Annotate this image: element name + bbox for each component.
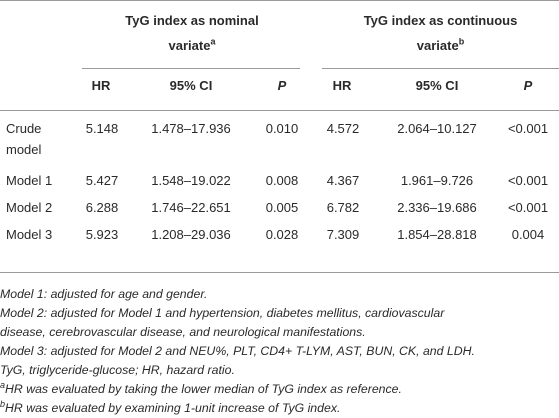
table-cell: 0.005 xyxy=(265,200,299,215)
footnote-abbreviations: TyG, triglyceride-glucose; HR, hazard ra… xyxy=(0,363,235,377)
footnote-a-text: HR was evaluated by taking the lower med… xyxy=(5,382,402,396)
table-cell: 4.572 xyxy=(326,121,360,136)
footnote-marker: a xyxy=(0,379,6,390)
footnote-model3: Model 3: adjusted for Model 2 and NEU%, … xyxy=(0,344,475,358)
table-cell: <0.001 xyxy=(507,200,549,215)
col-header-hr: HR xyxy=(332,78,352,93)
footnote-marker: a xyxy=(210,36,216,47)
table-cell: 0.004 xyxy=(511,227,545,242)
table-cell: 5.923 xyxy=(85,227,119,242)
group-title-line1: TyG index as nominal xyxy=(125,13,259,28)
top-rule xyxy=(0,0,559,1)
group-title-line1: TyG index as continuous xyxy=(363,13,518,28)
table-cell: 5.148 xyxy=(85,121,119,136)
table-cell: <0.001 xyxy=(507,121,549,136)
table-cell: 2.336–19.686 xyxy=(397,200,477,215)
row-label: Crude model xyxy=(6,118,41,160)
group-title-line2: variate xyxy=(416,38,459,53)
table-cell: 1.854–28.818 xyxy=(397,227,477,242)
footnote-b-text: HR was evaluated by examining 1-unit inc… xyxy=(5,401,341,415)
col-header-ci: 95% CI xyxy=(169,78,213,93)
table-cell: 4.367 xyxy=(326,173,360,188)
group-header-nominal: TyG index as nominal variatea xyxy=(82,8,302,58)
group-rule-nominal xyxy=(82,68,300,69)
header-rule xyxy=(0,110,559,111)
table-cell: 6.288 xyxy=(85,200,119,215)
table-cell: 1.548–19.022 xyxy=(151,173,231,188)
col-header-ci: 95% CI xyxy=(415,78,459,93)
table-cell: 2.064–10.127 xyxy=(397,121,477,136)
footnote-model2-line2: disease, cerebrovascular disease, and ne… xyxy=(0,325,366,339)
row-label: Model 1 xyxy=(6,173,53,188)
footnote-a: aHR was evaluated by taking the lower me… xyxy=(0,380,553,399)
table-cell: 0.008 xyxy=(265,173,299,188)
table-cell: <0.001 xyxy=(507,173,549,188)
group-rule-continuous xyxy=(322,68,559,69)
footnote-model2-line1: Model 2: adjusted for Model 1 and hypert… xyxy=(0,306,445,320)
row-label-line1: Crude xyxy=(6,121,42,136)
table-cell: 1.961–9.726 xyxy=(400,173,474,188)
footnote-marker: b xyxy=(458,36,465,47)
row-label: Model 2 xyxy=(6,200,53,215)
row-label: Model 3 xyxy=(6,227,53,242)
table-cell: 1.208–29.036 xyxy=(151,227,231,242)
table-cell: 6.782 xyxy=(326,200,360,215)
table-cell: 0.028 xyxy=(265,227,299,242)
bottom-rule xyxy=(0,272,559,273)
group-title-line2: variate xyxy=(168,38,211,53)
footnote-model1: Model 1: adjusted for age and gender. xyxy=(0,287,208,301)
table-cell: 1.746–22.651 xyxy=(151,200,231,215)
row-label-line2: model xyxy=(6,142,42,157)
col-header-hr: HR xyxy=(91,78,111,93)
table-cell: 5.427 xyxy=(85,173,119,188)
group-header-continuous: TyG index as continuous variateb xyxy=(322,8,559,58)
table-cell: 1.478–17.936 xyxy=(151,121,231,136)
table-footnotes: Model 1: adjusted for age and gender. Mo… xyxy=(0,285,553,418)
table-cell: 7.309 xyxy=(326,227,360,242)
col-header-p: P xyxy=(277,78,287,93)
table-cell: 0.010 xyxy=(265,121,299,136)
col-header-p: P xyxy=(523,78,533,93)
